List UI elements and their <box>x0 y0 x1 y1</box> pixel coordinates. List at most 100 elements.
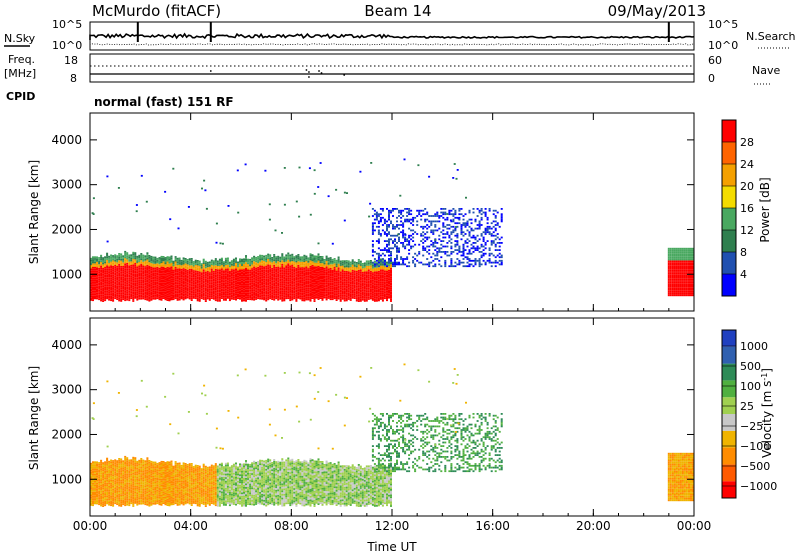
power-cell <box>161 281 163 283</box>
power-cell <box>112 269 114 271</box>
power-cell <box>118 276 120 278</box>
power-cell <box>690 250 692 252</box>
power-cell <box>354 270 356 272</box>
power-cell <box>130 285 132 287</box>
power-cell <box>396 255 398 257</box>
power-cell <box>674 284 676 286</box>
power-cell <box>106 294 108 296</box>
power-cell <box>263 286 265 288</box>
power-cell <box>126 292 128 294</box>
power-cell <box>342 269 344 271</box>
power-cell <box>181 290 183 292</box>
power-cell <box>106 265 108 267</box>
power-cell <box>104 289 106 291</box>
power-cell <box>350 297 352 299</box>
power-cell <box>185 281 187 283</box>
power-cell <box>668 257 670 259</box>
power-cell <box>448 240 450 242</box>
power-cell <box>245 286 247 288</box>
power-cell <box>140 278 142 280</box>
power-cell <box>676 271 678 273</box>
power-cell <box>193 261 195 263</box>
power-cell <box>104 271 106 273</box>
power-cell <box>255 298 257 300</box>
power-cell <box>293 271 295 273</box>
power-cell <box>138 262 140 264</box>
power-cell <box>191 271 193 273</box>
power-cell <box>338 294 340 296</box>
power-cell <box>152 258 154 260</box>
power-cell <box>195 287 197 289</box>
power-cell <box>173 264 175 266</box>
power-cell <box>314 291 316 293</box>
power-cell <box>382 249 384 251</box>
power-cell <box>173 277 175 279</box>
power-cell <box>223 277 225 279</box>
power-cell <box>295 266 297 268</box>
power-cell <box>406 240 408 242</box>
power-cell <box>491 244 493 246</box>
power-cell <box>332 263 334 265</box>
power-cell <box>485 262 487 264</box>
power-cell <box>261 276 263 278</box>
power-cell <box>215 274 217 276</box>
power-cell <box>267 284 269 286</box>
power-cell <box>150 260 152 262</box>
power-cell <box>301 298 303 300</box>
power-cell <box>668 286 670 288</box>
power-cell <box>434 255 436 257</box>
power-cell <box>374 270 376 272</box>
power-cell <box>461 238 463 240</box>
power-cell <box>456 233 458 235</box>
power-cell <box>295 259 297 261</box>
power-cell <box>388 247 390 249</box>
power-cell <box>499 238 501 240</box>
power-cell <box>338 271 340 273</box>
power-cell <box>297 263 299 265</box>
power-cell <box>271 296 273 298</box>
power-cell <box>477 249 479 251</box>
power-cell <box>370 294 372 296</box>
power-cell <box>134 254 136 256</box>
power-cell <box>169 260 171 262</box>
power-colorbar-segment <box>722 186 736 208</box>
power-cell <box>185 265 187 267</box>
power-cell <box>366 264 368 266</box>
power-cell <box>156 287 158 289</box>
power-cell <box>126 286 128 288</box>
power-cell <box>267 263 269 265</box>
power-cell <box>303 258 305 260</box>
power-cell <box>219 262 221 264</box>
power-cell <box>324 291 326 293</box>
power-cell <box>187 259 189 261</box>
power-cell <box>275 281 277 283</box>
power-cell <box>338 287 340 289</box>
velocity-cell <box>96 499 98 501</box>
power-cell <box>191 297 193 299</box>
power-cell <box>225 265 227 267</box>
power-cell <box>112 255 114 257</box>
power-cell <box>150 263 152 265</box>
power-cell <box>106 280 108 282</box>
power-cell <box>261 287 263 289</box>
power-cell <box>247 298 249 300</box>
power-cell <box>330 284 332 286</box>
power-cell <box>295 268 297 270</box>
power-cell <box>209 287 211 289</box>
power-cell <box>203 293 205 295</box>
power-cell <box>424 213 426 215</box>
power-cell <box>412 217 414 219</box>
power-cell <box>152 282 154 284</box>
power-cell <box>390 247 392 249</box>
power-cell <box>491 228 493 230</box>
power-cell <box>217 295 219 297</box>
power-cell <box>378 264 380 266</box>
power-cell <box>273 292 275 294</box>
power-cell <box>479 221 481 223</box>
power-cell <box>289 272 291 274</box>
power-cell <box>358 266 360 268</box>
power-cell <box>245 270 247 272</box>
power-cell <box>213 260 215 262</box>
power-cell <box>92 265 94 267</box>
power-cell <box>227 293 229 295</box>
